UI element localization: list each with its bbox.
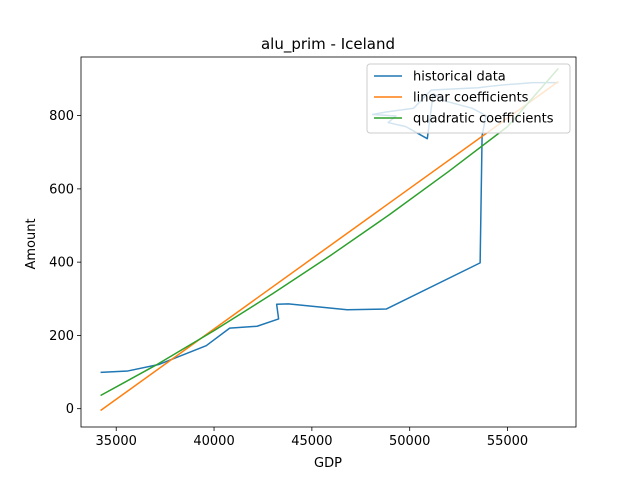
x-tick-label: 45000 [291, 434, 332, 449]
x-tick-label: 35000 [96, 434, 137, 449]
y-tick-label: 0 [66, 402, 74, 417]
chart-title: alu_prim - Iceland [261, 35, 395, 54]
legend-label-1: historical data [413, 70, 506, 85]
plot-frame [80, 56, 577, 428]
legend-label-2: linear coefficients [413, 91, 529, 106]
x-tick-label: 55000 [487, 434, 528, 449]
legend: historical data linear coefficients quadra… [366, 63, 571, 134]
y-axis-label: Amount [24, 218, 39, 269]
series-line-2 [100, 80, 559, 412]
x-tick-label: 50000 [389, 434, 430, 449]
legend-box [366, 63, 571, 134]
y-tick-label: 200 [49, 329, 74, 344]
series-line-3 [100, 67, 559, 397]
x-tick-label: 40000 [193, 434, 234, 449]
y-tick-label: 600 [49, 182, 74, 197]
axes: 35000 40000 45000 50000 55000 0 200 400 600 800 [49, 56, 577, 449]
legend-label-3: quadratic coefficients [413, 112, 554, 127]
y-tick-label: 800 [49, 109, 74, 124]
x-axis-label: GDP [314, 456, 342, 471]
y-tick-label: 400 [49, 256, 74, 271]
